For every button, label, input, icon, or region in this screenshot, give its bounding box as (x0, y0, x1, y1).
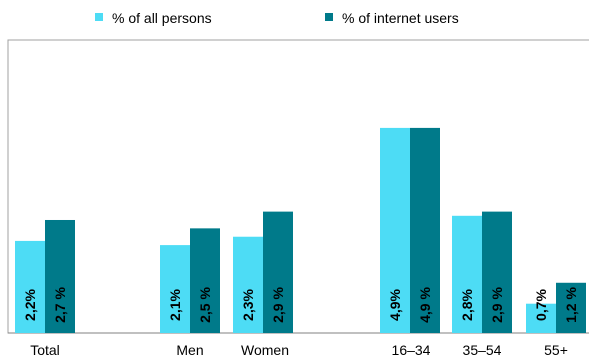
bar-internet-users-3 (410, 127, 440, 334)
bar-all-persons-2 (233, 236, 263, 333)
legend-swatch-internet-users (325, 13, 333, 21)
data-label-internet-users-3: 4,9 % (417, 287, 433, 323)
bar-all-persons-1 (160, 245, 190, 333)
data-label-all-persons-4: 2,8% (459, 288, 475, 320)
data-label-internet-users-4: 2,9 % (489, 287, 505, 323)
bar-internet-users-2 (263, 211, 293, 333)
x-tick-label-4: 35–54 (463, 342, 502, 358)
bar-internet-users-4 (482, 211, 512, 333)
x-tick-label-1: Men (176, 342, 203, 358)
x-tick-label-3: 16–34 (392, 342, 431, 358)
x-tick-label-0: Total (30, 342, 60, 358)
data-label-internet-users-5: 1,2 % (563, 287, 579, 323)
data-label-all-persons-1: 2,1% (167, 288, 183, 320)
legend-swatch-all-persons (95, 13, 103, 21)
legend-label-internet-users: % of internet users (342, 10, 459, 26)
data-label-internet-users-1: 2,5 % (197, 287, 213, 323)
legend-label-all-persons: % of all persons (112, 10, 212, 26)
bar-all-persons-4 (452, 215, 482, 333)
x-tick-label-2: Women (241, 342, 289, 358)
data-label-internet-users-2: 2,9 % (270, 287, 286, 323)
bar-all-persons-0 (15, 240, 45, 333)
data-label-all-persons-2: 2,3% (240, 288, 256, 320)
bar-all-persons-5 (526, 303, 556, 333)
x-axis-labels: Total Men Women 16–34 35–54 55+ (30, 342, 568, 358)
bar-internet-users-0 (45, 219, 75, 333)
bar-internet-users-5 (556, 282, 586, 333)
data-label-internet-users-0: 2,7 % (52, 287, 68, 323)
data-label-all-persons-0: 2,2% (22, 288, 38, 320)
bars: 2,2% 2,7 % 2,1% 2,5 % 2,3% 2,9 % 4,9% 4,9 % 2,8%… (15, 127, 586, 334)
bar-all-persons-3 (380, 127, 410, 334)
legend: % of all persons % of internet users (95, 10, 459, 26)
data-label-all-persons-5: 0,7% (533, 288, 549, 320)
bar-internet-users-1 (190, 228, 220, 333)
data-label-all-persons-3: 4,9% (387, 288, 403, 320)
x-tick-label-5: 55+ (544, 342, 568, 358)
